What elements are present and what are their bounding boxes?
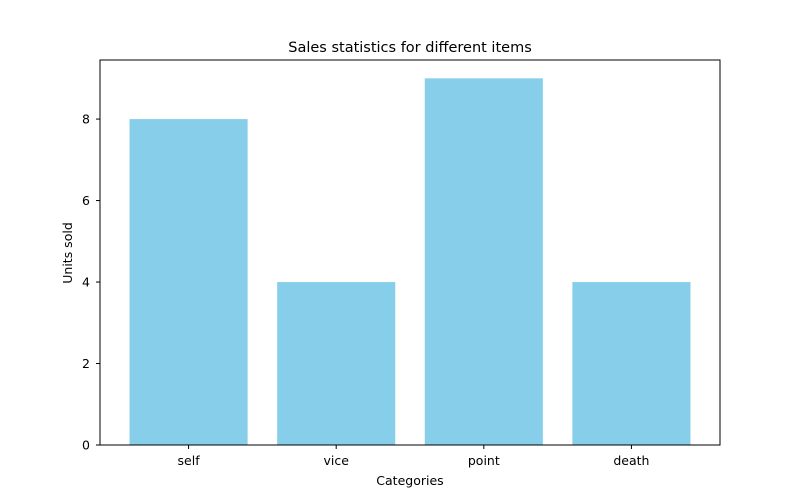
bar-self	[129, 119, 248, 446]
x-tick-label-death: death	[613, 453, 649, 468]
y-axis-label: Units sold	[60, 222, 75, 284]
bar-point	[424, 78, 543, 445]
y-tick-label-0: 0	[82, 438, 90, 453]
bars-layer	[129, 78, 691, 446]
y-tick-label-4: 4	[82, 275, 90, 290]
x-tick-label-vice: vice	[323, 453, 349, 468]
chart-title: Sales statistics for different items	[288, 40, 532, 56]
y-tick-label-6: 6	[82, 193, 90, 208]
y-axis-ticks: 0 2 4 6 8	[82, 112, 100, 453]
x-axis-label: Categories	[376, 473, 443, 488]
bar-death	[572, 282, 691, 445]
x-tick-label-self: self	[178, 453, 201, 468]
x-axis-ticks: self vice point death	[178, 445, 649, 468]
plot-frame	[99, 59, 721, 446]
y-tick-label-8: 8	[82, 112, 90, 127]
x-tick-label-point: point	[468, 453, 500, 468]
bar-vice	[277, 282, 396, 445]
y-tick-label-2: 2	[82, 356, 90, 371]
